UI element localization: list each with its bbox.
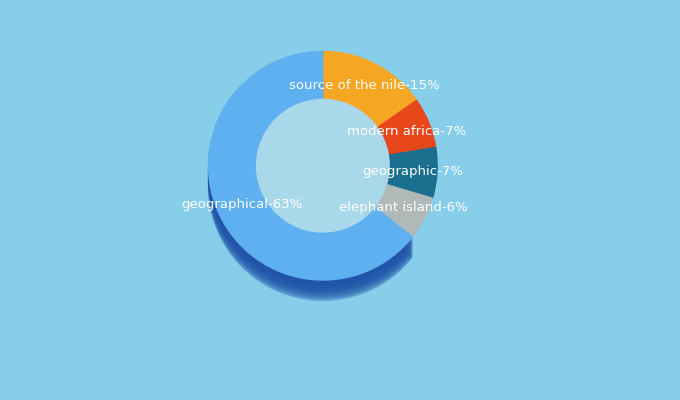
Wedge shape xyxy=(209,52,412,280)
Circle shape xyxy=(256,100,389,232)
Wedge shape xyxy=(209,69,412,298)
Wedge shape xyxy=(375,184,432,237)
Wedge shape xyxy=(386,148,437,198)
Wedge shape xyxy=(209,64,412,292)
Wedge shape xyxy=(209,68,412,296)
Wedge shape xyxy=(377,100,436,155)
Wedge shape xyxy=(209,65,412,293)
Wedge shape xyxy=(209,63,412,291)
Wedge shape xyxy=(209,54,412,282)
Wedge shape xyxy=(209,62,412,290)
Text: elephant island-6%: elephant island-6% xyxy=(339,201,467,214)
Wedge shape xyxy=(209,70,412,298)
Wedge shape xyxy=(209,52,412,281)
Text: geographical-63%: geographical-63% xyxy=(181,198,302,211)
Wedge shape xyxy=(209,60,412,288)
Wedge shape xyxy=(209,58,412,286)
Wedge shape xyxy=(209,67,412,296)
Wedge shape xyxy=(209,56,412,284)
Wedge shape xyxy=(209,71,412,300)
Wedge shape xyxy=(323,52,417,128)
Text: geographic-7%: geographic-7% xyxy=(362,165,464,178)
Text: modern africa-7%: modern africa-7% xyxy=(347,125,466,138)
Wedge shape xyxy=(209,56,412,285)
Wedge shape xyxy=(209,61,412,289)
Wedge shape xyxy=(209,54,412,283)
Wedge shape xyxy=(209,72,412,300)
Wedge shape xyxy=(209,59,412,287)
Wedge shape xyxy=(209,66,412,294)
Text: source of the nile-15%: source of the nile-15% xyxy=(289,79,440,92)
